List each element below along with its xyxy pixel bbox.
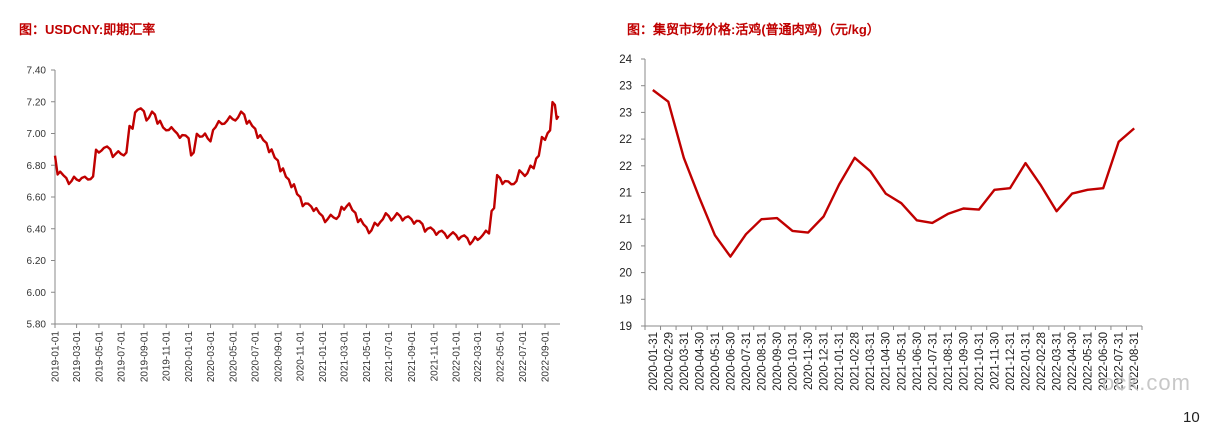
left-x-tick-label: 2020-05-01: [228, 331, 239, 383]
right-y-tick-label: 20: [619, 268, 632, 280]
right-x-tick-label: 2021-01-31: [834, 332, 846, 391]
left-x-tick-label: 2020-09-01: [273, 331, 284, 383]
right-x-tick-label: 2022-04-30: [1067, 332, 1079, 391]
right-x-tick-label: 2022-06-30: [1098, 332, 1110, 391]
right-x-tick-label: 2020-09-30: [772, 332, 784, 391]
right-y-tick-label: 19: [619, 294, 632, 306]
right-x-tick-label: 2020-04-30: [694, 332, 706, 391]
left-y-tick-label: 5.80: [27, 320, 47, 331]
right-y-tick-label: 22: [619, 134, 632, 146]
left-x-tick-label: 2021-01-01: [318, 331, 329, 383]
right-x-tick-label: 2020-11-30: [803, 332, 815, 390]
left-y-tick-label: 6.20: [27, 256, 47, 267]
right-x-tick-label: 2021-04-30: [881, 332, 893, 391]
right-x-tick-label: 2020-08-31: [756, 332, 768, 391]
right-x-tick-label: 2022-08-31: [1129, 332, 1141, 391]
right-x-tick-label: 2021-07-31: [927, 332, 939, 391]
right-x-tick-label: 2020-07-31: [741, 332, 753, 391]
right-x-tick-label: 2021-12-31: [1005, 332, 1017, 391]
right-y-tick-label: 21: [619, 214, 632, 226]
right-x-tick-label: 2020-10-31: [788, 332, 800, 391]
left-x-tick-label: 2019-09-01: [139, 331, 150, 383]
usdcny-series-line: [53, 100, 560, 246]
left-y-tick-label: 6.80: [27, 161, 47, 172]
left-x-tick-label: 2019-05-01: [94, 331, 105, 383]
watermark-text: ock.com: [1102, 370, 1191, 395]
left-x-tick-label: 2019-03-01: [72, 331, 83, 383]
left-y-tick-label: 6.00: [27, 288, 47, 299]
right-x-tick-label: 2021-11-30: [989, 332, 1001, 390]
left-x-tick-label: 2020-07-01: [251, 331, 262, 383]
left-y-tick-label: 6.60: [27, 193, 47, 204]
left-x-tick-label: 2022-03-01: [473, 331, 484, 383]
right-y-tick-label: 21: [619, 188, 632, 200]
left-x-tick-label: 2021-11-01: [429, 331, 440, 382]
left-x-tick-label: 2022-07-01: [518, 331, 529, 383]
right-x-tick-label: 2022-05-31: [1083, 332, 1095, 391]
right-y-tick-label: 23: [619, 107, 632, 119]
right-x-tick-label: 2020-12-31: [819, 332, 831, 391]
right-y-tick-label: 20: [619, 241, 632, 253]
page-number: 10: [1183, 409, 1200, 426]
chicken-price-series-line: [652, 89, 1135, 258]
left-x-tick-label: 2020-11-01: [296, 331, 307, 382]
right-x-tick-label: 2021-09-30: [958, 332, 970, 391]
left-y-tick-label: 7.20: [27, 97, 47, 108]
left-x-tick-label: 2019-11-01: [162, 331, 173, 382]
right-x-tick-label: 2022-03-31: [1052, 332, 1064, 391]
right-x-tick-label: 2020-01-31: [648, 332, 660, 391]
left-x-tick-label: 2019-07-01: [117, 331, 128, 383]
right-x-tick-label: 2021-03-31: [865, 332, 877, 391]
left-x-tick-label: 2021-05-01: [362, 331, 373, 383]
right-x-tick-label: 2020-06-30: [725, 332, 737, 391]
right-x-tick-label: 2020-05-31: [710, 332, 722, 391]
right-x-tick-label: 2022-02-28: [1036, 332, 1048, 391]
right-y-tick-label: 24: [619, 54, 632, 66]
left-x-tick-label: 2019-01-01: [51, 331, 62, 383]
left-x-tick-label: 2020-03-01: [206, 331, 217, 383]
right-chart-title: 图：集贸市场价格:活鸡(普通肉鸡)（元/kg）: [627, 22, 880, 37]
right-x-tick-label: 2021-05-31: [896, 332, 908, 391]
right-x-tick-label: 2020-02-29: [663, 332, 675, 391]
right-x-tick-label: 2020-03-31: [679, 332, 691, 391]
left-x-tick-label: 2022-05-01: [495, 331, 506, 383]
left-x-tick-label: 2021-09-01: [407, 331, 418, 383]
right-y-tick-label: 22: [619, 161, 632, 173]
right-x-tick-label: 2021-08-31: [943, 332, 955, 391]
right-x-tick-label: 2021-06-30: [912, 332, 924, 391]
right-y-tick-label: 19: [619, 321, 632, 333]
left-chart-title: 图：USDCNY:即期汇率: [19, 22, 156, 37]
left-x-tick-label: 2020-01-01: [184, 331, 195, 383]
left-x-tick-label: 2021-07-01: [384, 331, 395, 383]
left-y-tick-label: 7.40: [27, 66, 47, 77]
left-y-tick-label: 7.00: [27, 129, 47, 140]
left-y-tick-label: 6.40: [27, 224, 47, 235]
right-x-tick-label: 2022-01-31: [1021, 332, 1033, 391]
right-y-tick-label: 23: [619, 81, 632, 93]
left-x-tick-label: 2022-01-01: [452, 331, 463, 383]
right-x-tick-label: 2021-02-28: [850, 332, 862, 391]
right-x-tick-label: 2022-07-31: [1114, 332, 1126, 391]
left-x-tick-label: 2022-09-01: [540, 331, 551, 383]
right-x-tick-label: 2021-10-31: [974, 332, 986, 391]
left-x-tick-label: 2021-03-01: [340, 331, 351, 383]
